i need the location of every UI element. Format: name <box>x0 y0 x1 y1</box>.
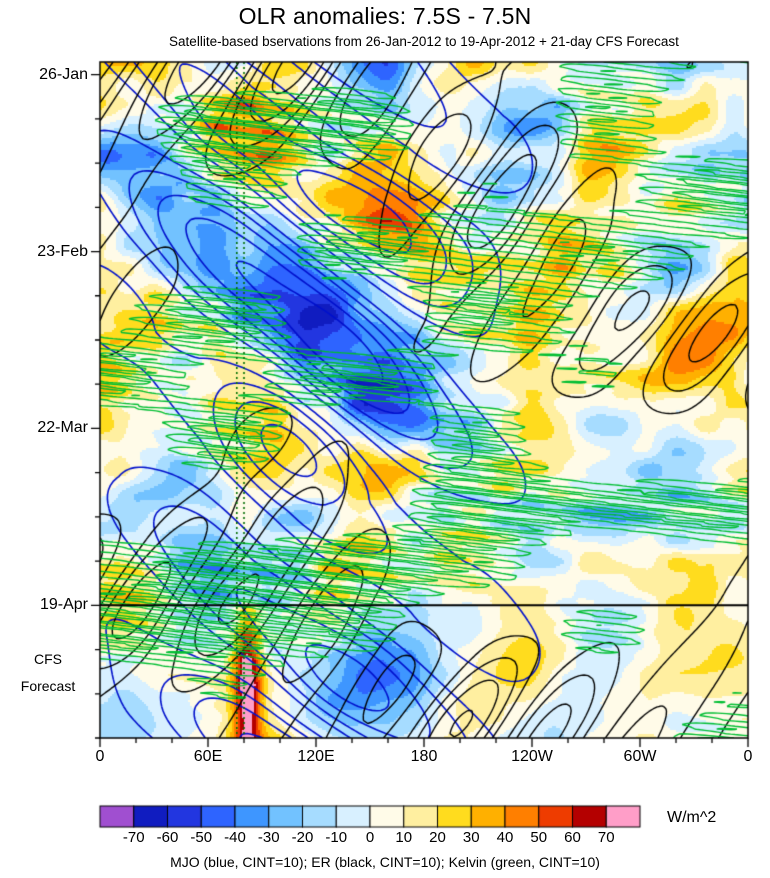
chart-title: OLR anomalies: 7.5S - 7.5N <box>238 3 532 29</box>
longitude-tick-label: 180 <box>410 748 438 765</box>
colorbar-tick-label: 70 <box>597 829 615 846</box>
colorbar-tick-label: 60 <box>564 829 581 846</box>
colorbar-tick-label: 10 <box>395 829 413 846</box>
longitude-tick-label: 60E <box>193 748 223 765</box>
colorbar-units: W/m^2 <box>667 809 717 826</box>
colorbar-tick-label: -30 <box>257 829 280 846</box>
time-tick-label: 23-Feb <box>37 242 88 260</box>
longitude-tick-label: 0 <box>95 748 105 765</box>
colorbar-tick-label: 0 <box>365 829 375 846</box>
longitude-tick-label: 120W <box>511 748 553 765</box>
longitude-tick-label: 120E <box>297 748 335 765</box>
cfs-label-line2: Forecast <box>20 678 76 694</box>
longitude-tick-label: 0 <box>743 748 753 765</box>
contour-legend: MJO (blue, CINT=10); ER (black, CINT=10)… <box>170 854 600 870</box>
colorbar-tick-label: -50 <box>190 829 213 846</box>
cfs-forecast-label: CFS Forecast <box>2 646 94 700</box>
colorbar-tick-label: -40 <box>224 829 246 846</box>
time-tick-label: 22-Mar <box>37 419 88 437</box>
time-tick-label: 19-Apr <box>39 596 88 614</box>
colorbar-tick-label: 30 <box>462 829 480 846</box>
colorbar-tick-label: 40 <box>496 829 514 846</box>
colorbar-tick-label: -70 <box>122 829 145 846</box>
colorbar-tick-label: -60 <box>156 829 179 846</box>
chart-subtitle: Satellite-based bservations from 26-Jan-… <box>169 34 679 49</box>
colorbar-tick-label: -20 <box>291 829 314 846</box>
cfs-label-line1: CFS <box>34 651 62 667</box>
colorbar-tick-label: 50 <box>530 829 548 846</box>
time-tick-label: 26-Jan <box>39 65 88 83</box>
colorbar-tick-label: -10 <box>325 829 348 846</box>
colorbar-tick-label: 20 <box>429 829 446 846</box>
longitude-tick-label: 60W <box>623 748 657 765</box>
